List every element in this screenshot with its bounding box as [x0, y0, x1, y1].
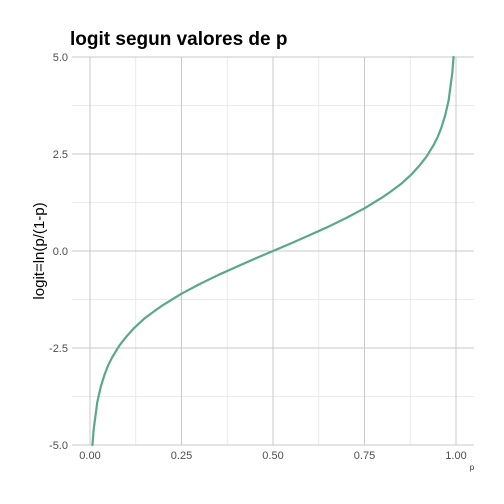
- y-tick-labels: -5.0 -2.5 0.0 2.5 5.0: [49, 52, 68, 452]
- x-tick-label: 1.00: [445, 450, 466, 462]
- x-axis-label: p: [470, 463, 475, 472]
- y-tick-label: 2.5: [53, 149, 68, 161]
- y-tick-label: 0.0: [53, 246, 68, 258]
- y-tick-label: -2.5: [49, 343, 68, 355]
- series-line-logit: [91, 55, 455, 447]
- grid: [72, 56, 474, 446]
- x-tick-label: 0.50: [262, 450, 283, 462]
- chart-title: logit segun valores de p: [70, 29, 288, 50]
- x-tick-label: 0.00: [79, 450, 100, 462]
- x-tick-labels: 0.00 0.25 0.50 0.75 1.00: [79, 450, 466, 462]
- y-axis-label: logit=ln(p/(1-p): [31, 202, 48, 299]
- y-tick-label: 5.0: [53, 52, 68, 64]
- x-tick-label: 0.25: [171, 450, 192, 462]
- x-tick-label: 0.75: [354, 450, 375, 462]
- y-tick-label: -5.0: [49, 440, 68, 452]
